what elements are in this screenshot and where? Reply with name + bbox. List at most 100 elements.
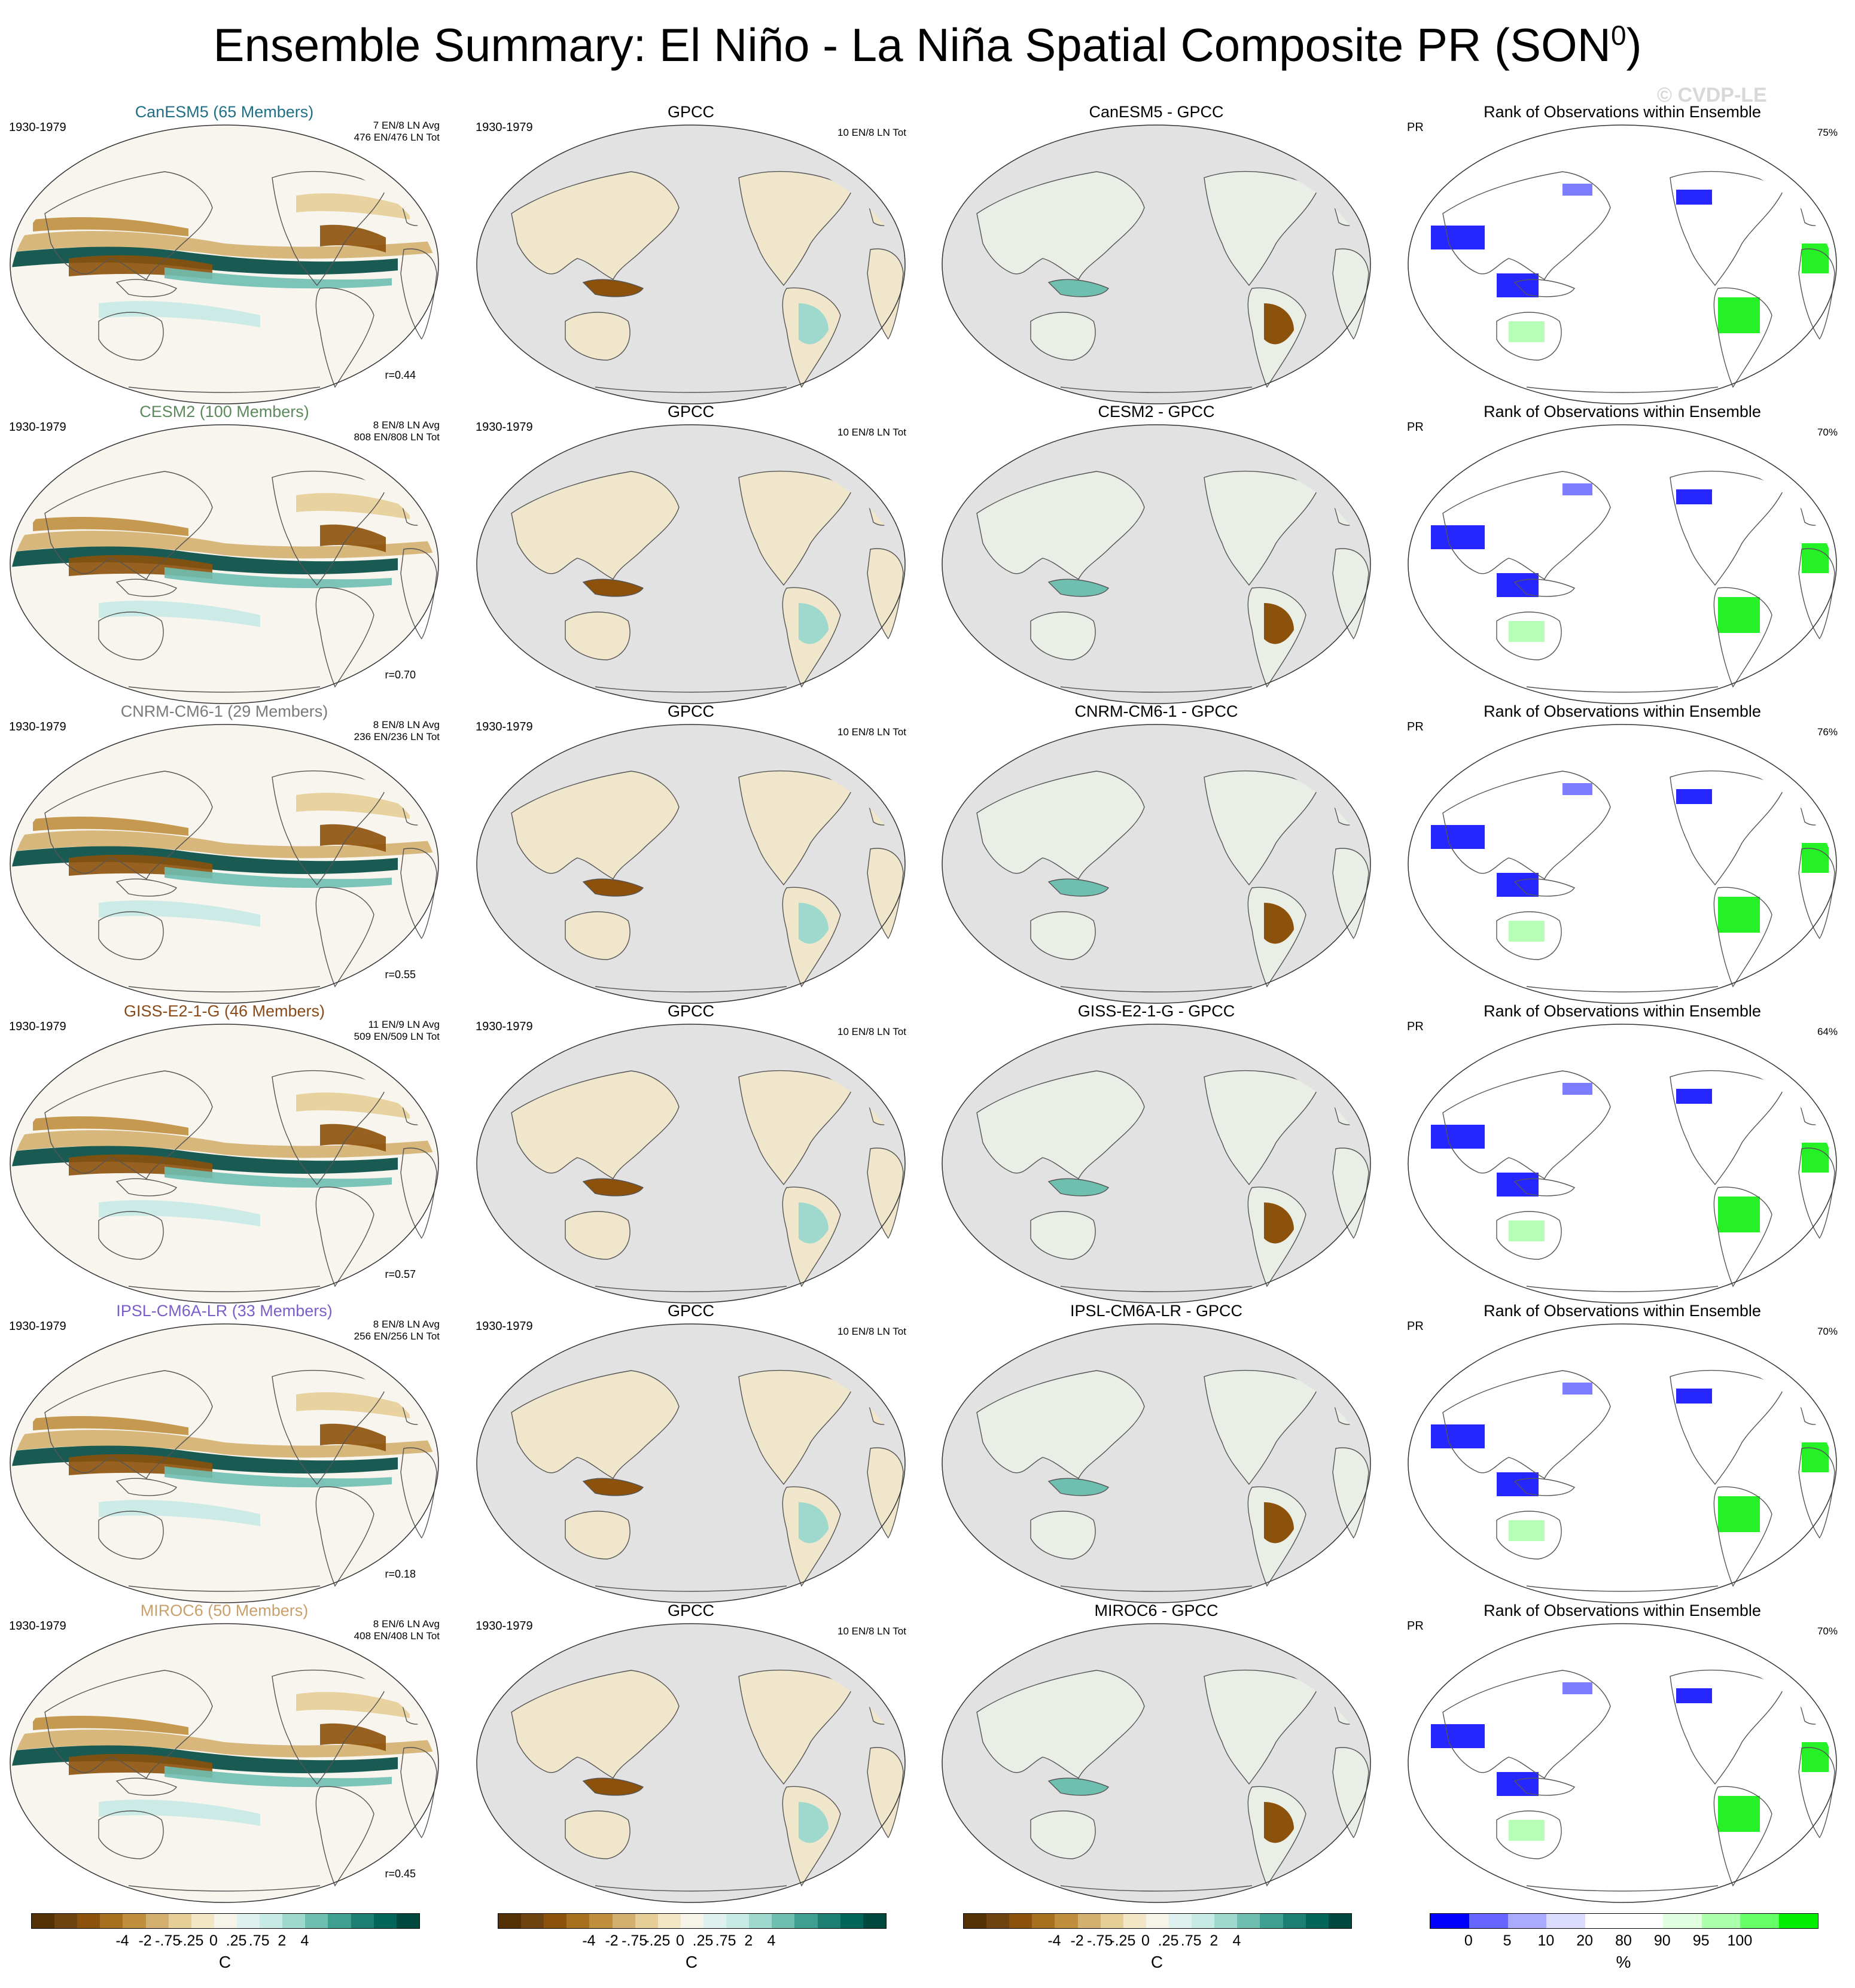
map-svg — [1408, 424, 1837, 704]
coastline-australia — [98, 911, 164, 960]
map-background — [1408, 125, 1836, 404]
rank-patch — [1802, 1143, 1829, 1173]
coastline-indonesia — [582, 878, 644, 897]
panel-diff-row-4: GISS-E2-1-G - GPCC — [941, 1002, 1372, 1310]
land-namerica — [1204, 1370, 1318, 1484]
colorbar-tick: 80 — [1615, 1932, 1632, 1949]
panel-rank-row-6: Rank of Observations within Ensemble PR 70… — [1407, 1602, 1838, 1910]
map-border — [476, 724, 906, 1004]
coastline-samerica — [782, 1186, 841, 1287]
land-australia — [1031, 912, 1096, 960]
rank-patch — [1431, 1724, 1485, 1748]
coastline-antarctica — [1060, 986, 1253, 993]
land-africa — [1333, 1448, 1369, 1538]
coastline-namerica — [272, 470, 386, 586]
land-africa — [867, 848, 903, 939]
colorbar-swatch — [123, 1914, 146, 1928]
obs-count: 10 EN/8 LN Tot — [837, 1326, 906, 1337]
precip-anomaly-band — [33, 217, 188, 236]
coastline-namerica — [738, 1369, 853, 1485]
precip-anomaly-band — [10, 1146, 398, 1174]
map-svg — [476, 724, 906, 1004]
coastline-africa — [1332, 1747, 1369, 1839]
colorbar-swatch — [794, 1914, 818, 1928]
coastline-antarctica — [1060, 1286, 1253, 1292]
colorbar-swatch — [772, 1914, 795, 1928]
coastline-africa — [1798, 1747, 1835, 1839]
coastline-australia — [1030, 911, 1096, 960]
colorbar-swatch — [1469, 1914, 1508, 1928]
panel-obs-row-2: GPCC 1930-1979 10 EN/8 LN Tot — [476, 403, 906, 711]
coastline-africa — [400, 248, 437, 340]
coastline-namerica — [1204, 770, 1318, 886]
coastline-asia — [44, 1370, 213, 1479]
land-australia — [565, 312, 630, 360]
colorbar-1: -4 -2 -.75 -.25 0 .25.75 2 4 C — [31, 1913, 420, 1979]
coastline-australia — [1496, 1211, 1562, 1260]
precip-anomaly-band — [99, 1800, 260, 1826]
globe — [476, 424, 906, 704]
colorbar-swatch — [1283, 1914, 1306, 1928]
panel-model-row-2: CESM2 (100 Members) 1930-1979 8 EN/8 LN Av… — [9, 403, 440, 711]
map-border — [1408, 424, 1837, 704]
indonesia-anomaly — [1049, 579, 1108, 596]
globe — [1408, 724, 1837, 1004]
indonesia-anomaly — [1049, 1778, 1108, 1795]
total-count: 509 EN/509 LN Tot — [354, 1031, 440, 1042]
colorbar-swatch — [32, 1914, 55, 1928]
land-africa — [1333, 549, 1369, 639]
model-title: CNRM-CM6-1 (29 Members) — [120, 702, 328, 720]
coastline-namerica — [272, 770, 386, 886]
map-svg — [10, 1623, 439, 1903]
pattern-correlation: r=0.45 — [385, 1868, 416, 1880]
land-australia — [1031, 1811, 1096, 1859]
map-border — [10, 1024, 439, 1304]
colorbar-tick: .25 — [692, 1932, 714, 1949]
map-border — [476, 1323, 906, 1603]
rank-patch — [1431, 1125, 1485, 1149]
map-background — [1408, 1024, 1836, 1303]
coastline-indonesia — [582, 279, 644, 297]
coastline-antarctica — [1060, 1585, 1253, 1592]
coastline-samerica — [1713, 887, 1772, 988]
precip-anomaly-band — [10, 1430, 438, 1458]
indonesia-anomaly — [583, 1778, 643, 1795]
coastline-indonesia — [1047, 1777, 1110, 1796]
colorbar-swatch — [635, 1914, 658, 1928]
rank-patch — [1431, 525, 1485, 549]
rank-patch — [1509, 921, 1545, 942]
coastline-antarctica — [1526, 386, 1719, 393]
coastline-samerica — [1247, 1186, 1306, 1287]
colorbar-unit: C — [685, 1953, 698, 1971]
colorbar-tick: 4 — [300, 1932, 309, 1949]
rank-percent: 70% — [1817, 427, 1838, 438]
amazon-anomaly — [1264, 903, 1294, 944]
map-border — [1408, 124, 1837, 404]
years-label: 1930-1979 — [9, 121, 66, 134]
colorbar-tick: -.25 — [644, 1932, 671, 1949]
colorbar-swatch — [817, 1914, 840, 1928]
coastline-indonesia — [115, 878, 178, 897]
coastline-indonesia — [1513, 878, 1576, 897]
globe — [1408, 1623, 1837, 1903]
total-count: 256 EN/256 LN Tot — [354, 1331, 440, 1342]
coastline-namerica — [1204, 1669, 1318, 1785]
land-namerica — [1204, 1070, 1318, 1185]
land-australia — [565, 1511, 630, 1559]
panel-model-row-3: CNRM-CM6-1 (29 Members) 1930-1979 8 EN/8 L… — [9, 702, 440, 1010]
colorbar-swatch — [236, 1914, 260, 1928]
land-namerica — [739, 771, 852, 885]
coastline-africa — [1798, 1147, 1835, 1240]
coastline-indonesia — [1513, 1478, 1576, 1496]
land-australia — [1031, 612, 1096, 660]
globe — [476, 1623, 906, 1903]
globe — [476, 1323, 906, 1603]
panel-diff-row-6: MIROC6 - GPCC — [941, 1602, 1372, 1910]
coastline-australia — [1030, 1511, 1096, 1560]
rank-patch — [1431, 825, 1485, 849]
obs-title: GPCC — [667, 1602, 714, 1619]
globe — [942, 724, 1371, 1004]
map-svg — [942, 1024, 1371, 1304]
avg-count: 8 EN/8 LN Avg — [373, 419, 440, 431]
coastline-australia — [1030, 1810, 1096, 1859]
